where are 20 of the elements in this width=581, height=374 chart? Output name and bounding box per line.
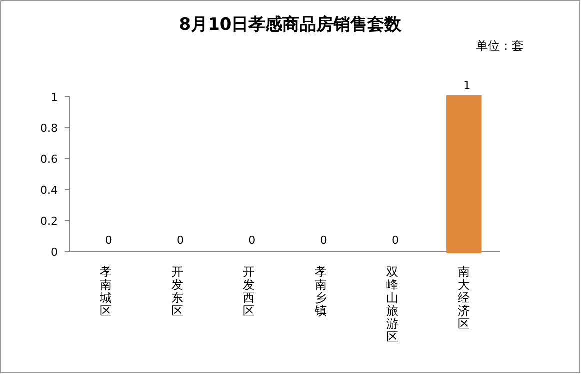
data-label: 1 bbox=[464, 79, 471, 92]
x-tick-label: 孝南乡镇 bbox=[314, 265, 327, 318]
data-label: 0 bbox=[105, 234, 112, 247]
y-tick-label: 1 bbox=[51, 91, 58, 104]
x-tick-label: 开发东区 bbox=[172, 265, 184, 318]
y-tick-label: 0.2 bbox=[40, 215, 58, 228]
x-tick-label: 孝南城区 bbox=[98, 265, 112, 318]
text: 单位：套 bbox=[476, 39, 524, 53]
y-tick-label: 0 bbox=[51, 246, 58, 259]
y-tick-label: 0.6 bbox=[40, 153, 58, 166]
data-label: 0 bbox=[248, 234, 256, 247]
data-label: 0 bbox=[177, 234, 184, 247]
y-tick-label: 0.8 bbox=[40, 122, 58, 135]
x-tick-label: 双峰山旅游区 bbox=[386, 265, 398, 344]
data-label: 0 bbox=[320, 234, 328, 247]
data-label: 0 bbox=[392, 234, 399, 247]
chart-title: 8月10日孝感商品房销售套数 bbox=[179, 15, 403, 35]
y-tick-label: 0.4 bbox=[40, 184, 58, 197]
x-tick-label: 开发西区 bbox=[243, 265, 256, 318]
x-tick-label: 南大经济区 bbox=[458, 265, 470, 331]
